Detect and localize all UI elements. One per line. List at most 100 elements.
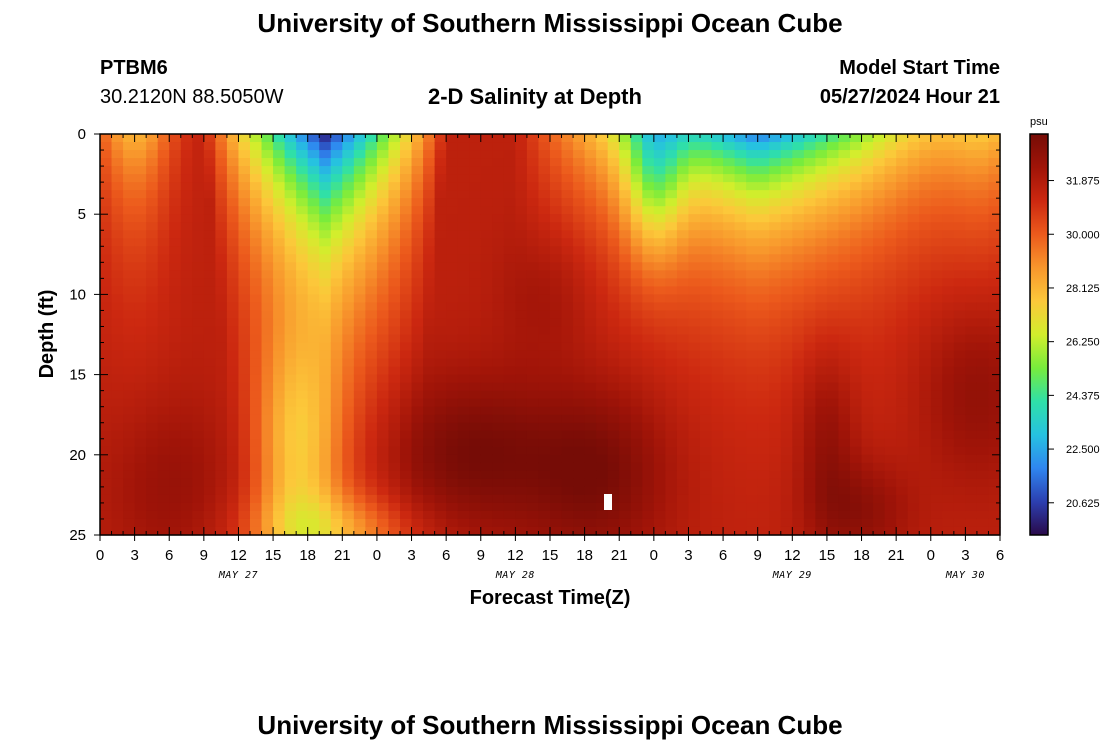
heatmap-cell [169,494,182,504]
heatmap-cell [746,486,759,496]
heatmap-cell [296,414,309,424]
heatmap-cell [746,454,759,464]
heatmap-cell [815,438,828,448]
heatmap-cell [919,142,932,151]
heatmap-cell [365,478,378,488]
heatmap-cell [746,406,759,416]
heatmap-cell [100,486,113,496]
heatmap-cell [284,462,297,472]
heatmap-cell [815,222,828,231]
heatmap-cell [307,390,320,400]
heatmap-cell [100,310,113,320]
heatmap-cell [907,190,920,199]
heatmap-cell [665,286,678,295]
heatmap-cell [976,486,990,496]
heatmap-cell [630,150,643,159]
heatmap-cell [642,158,655,167]
heatmap-cell [330,342,343,352]
heatmap-cell [365,278,378,287]
heatmap-cell [838,414,851,424]
heatmap-cell [180,278,193,287]
heatmap-cell [688,270,701,279]
heatmap-cell [688,478,701,488]
heatmap-cell [792,526,805,536]
heatmap-cell [446,342,459,352]
heatmap-cell [873,302,886,312]
heatmap-cell [434,518,447,528]
heatmap-cell [630,286,643,295]
heatmap-cell [400,294,413,304]
heatmap-cell [630,526,643,536]
heatmap-cell [838,278,851,287]
heatmap-cell [792,246,805,255]
heatmap-cell [953,238,966,247]
heatmap-cell [353,414,366,424]
heatmap-cell [746,182,759,191]
heatmap-cell [596,198,609,207]
heatmap-cell [307,454,320,464]
heatmap-cell [169,318,182,328]
heatmap-cell [826,366,840,376]
heatmap-cell [400,190,413,199]
heatmap-cell [861,526,874,536]
heatmap-cell [700,222,713,231]
heatmap-cell [688,518,701,528]
heatmap-cell [700,150,713,159]
x-tick-label: 3 [407,547,415,564]
heatmap-cell [319,166,332,175]
heatmap-cell [307,230,320,239]
heatmap-cell [353,150,366,159]
heatmap-cell [238,198,251,207]
heatmap-cell [469,294,482,304]
heatmap-cell [711,486,724,496]
heatmap-cell [100,454,113,464]
heatmap-cell [250,142,263,151]
heatmap-cell [596,494,609,504]
heatmap-cell [330,134,343,143]
heatmap-cell [376,414,390,424]
heatmap-cell [780,230,793,239]
heatmap-cell [273,390,286,400]
heatmap-cell [607,342,620,352]
heatmap-cell [423,214,436,223]
heatmap-cell [376,406,390,416]
heatmap-cell [169,510,182,520]
heatmap-cell [261,374,274,384]
heatmap-cell [215,438,228,448]
heatmap-cell [976,326,990,336]
heatmap-cell [411,286,424,295]
heatmap-cell [919,198,932,207]
heatmap-cell [123,158,136,167]
heatmap-cell [792,374,805,384]
heatmap-cell [896,414,909,424]
heatmap-cell [400,390,413,400]
heatmap-cell [907,206,920,215]
heatmap-cell [538,342,551,352]
heatmap-cell [700,334,713,344]
heatmap-cell [376,454,390,464]
heatmap-cell [619,254,632,263]
heatmap-cell [515,510,528,520]
heatmap-cell [296,494,309,504]
heatmap-cell [100,238,113,247]
heatmap-cell [561,358,574,368]
heatmap-cell [723,246,736,255]
heatmap-cell [746,294,759,304]
heatmap-cell [169,470,182,480]
heatmap-cell [884,198,897,207]
heatmap-cell [169,326,182,336]
heatmap-cell [826,406,840,416]
heatmap-cell [457,350,470,360]
heatmap-cell [307,326,320,336]
heatmap-cell [134,238,147,247]
heatmap-cell [319,230,332,239]
heatmap-cell [942,278,955,287]
heatmap-cell [815,462,828,472]
heatmap-cell [307,518,320,528]
heatmap-cell [423,318,436,328]
heatmap-cell [526,198,540,207]
heatmap-cell [226,470,240,480]
heatmap-cell [307,238,320,247]
heatmap-cell [653,454,666,464]
heatmap-cell [146,462,159,472]
